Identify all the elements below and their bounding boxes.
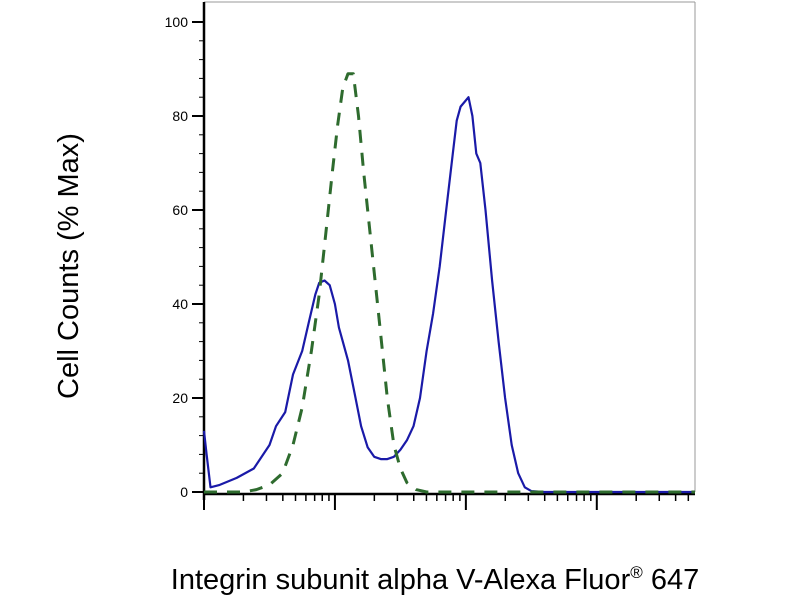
series-line-control-dashed (204, 72, 695, 494)
y-tick-label: 20 (172, 390, 188, 406)
x-axis-label-suffix: 647 (643, 564, 699, 596)
y-tick-label: 0 (180, 484, 188, 500)
x-axis-ticks (203, 494, 690, 510)
x-axis-label: Integrin subunit alpha V-Alexa Fluor (171, 564, 631, 596)
y-tick-label: 100 (165, 14, 189, 30)
y-tick-label: 60 (172, 202, 188, 218)
y-tick-label: 80 (172, 108, 188, 124)
x-axis-label-group: Integrin subunit alpha V-Alexa Fluor® 64… (171, 563, 699, 596)
y-tick-label: 40 (172, 296, 188, 312)
x-axis-label-superscript: ® (630, 563, 643, 582)
y-axis-label: Cell Counts (% Max) (53, 133, 85, 399)
series-layer (202, 72, 695, 494)
series-line-stained-solid (202, 96, 695, 494)
y-axis-ticks: 0 20 40 60 80 100 (165, 14, 204, 500)
plot-frame (202, 1, 696, 500)
